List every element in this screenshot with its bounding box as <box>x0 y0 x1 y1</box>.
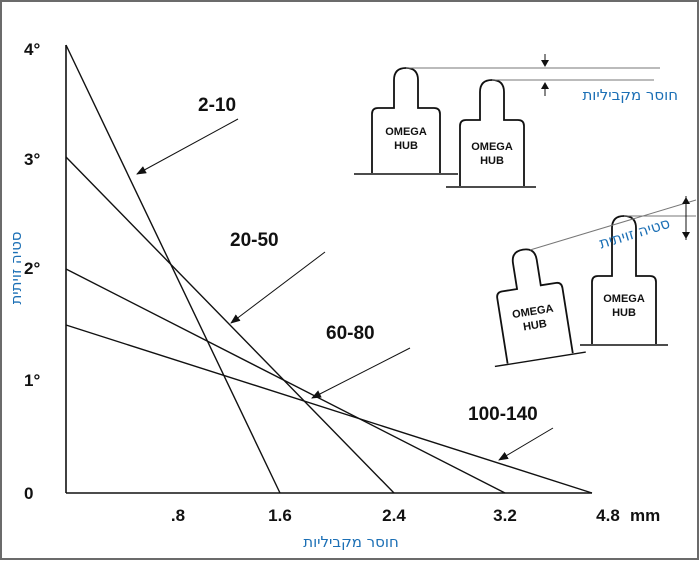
series-label-60-80: 60-80 <box>326 323 375 344</box>
parallel-offset-label: חוסר מקביליות <box>582 86 678 104</box>
parallel-offset-diagram: OMEGA HUB OMEGA HUB חוסר מקביליות <box>354 54 678 188</box>
dimension-arrowhead-top <box>541 60 549 67</box>
dimension-arrowhead-bottom <box>541 82 549 89</box>
series-line-2-10 <box>65 44 281 494</box>
x-axis-title: חוסר מקביליות <box>303 533 399 551</box>
series-label-100-140: 100-140 <box>468 404 538 425</box>
series-label-2-10: 2-10 <box>198 95 236 116</box>
hub-text-line1-right: OMEGA <box>471 141 513 153</box>
leader-arrow-2-10 <box>136 118 239 175</box>
hub-text-line1-upright: OMEGA <box>603 293 645 305</box>
leader-arrow-100-140 <box>498 427 554 461</box>
x-tick-0.8: .8 <box>171 506 185 525</box>
hub-text-line2-upright: HUB <box>612 307 636 319</box>
angle-arrowhead-top <box>682 197 690 204</box>
x-tick-1.6: 1.6 <box>268 506 292 525</box>
y-axis-title: סטיה זויתית <box>7 231 25 304</box>
angle-line-tilted <box>529 199 697 251</box>
hub-shape-tilted <box>496 248 574 364</box>
hub-text-line2-right: HUB <box>480 155 504 167</box>
hub-text-line2-tilted: HUB <box>522 318 547 334</box>
y-tick-2: 2° <box>24 259 40 278</box>
x-tick-3.2: 3.2 <box>493 506 517 525</box>
hub-tilted-group: OMEGA HUB <box>494 248 586 368</box>
series-line-20-50 <box>65 156 395 494</box>
y-tick-3: 3° <box>24 150 40 169</box>
y-tick-0: 0 <box>24 484 33 503</box>
series-line-60-80 <box>65 268 506 494</box>
hub-text-line2-left: HUB <box>394 140 418 152</box>
hub-text-line1-left: OMEGA <box>385 126 427 138</box>
angle-arrowhead-bottom <box>682 232 690 239</box>
hub-shape-left <box>371 67 441 173</box>
hub-base-tilted <box>494 351 586 368</box>
series-line-100-140 <box>65 324 593 494</box>
hub-shape-right <box>459 79 525 186</box>
x-unit-label: mm <box>630 506 660 525</box>
y-tick-4: 4° <box>24 40 40 59</box>
y-tick-1: 1° <box>24 371 40 390</box>
leader-arrow-60-80 <box>311 347 411 399</box>
x-tick-2.4: 2.4 <box>382 506 406 525</box>
series-label-20-50: 20-50 <box>230 230 279 251</box>
x-tick-4.8: 4.8 <box>596 506 620 525</box>
angular-deviation-diagram: OMEGA HUB OMEGA HUB סטיה זויתית <box>494 196 697 368</box>
leader-arrow-20-50 <box>230 251 326 324</box>
